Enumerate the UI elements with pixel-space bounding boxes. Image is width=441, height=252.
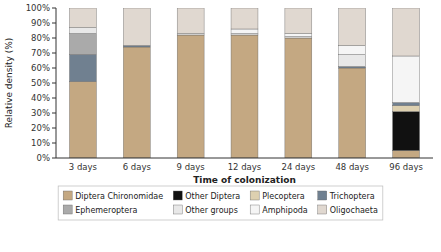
x-tick-label: 96 days xyxy=(389,162,423,172)
y-tick xyxy=(52,83,56,84)
bar-segment xyxy=(231,35,258,36)
y-axis-label: Relative density (%) xyxy=(4,38,14,129)
bar-segment xyxy=(69,82,96,159)
y-tick-label: 30% xyxy=(31,108,50,118)
y-tick-label: 10% xyxy=(31,138,50,148)
y-tick-label: 70% xyxy=(31,48,50,58)
bar-segment xyxy=(123,47,150,48)
bar-segment xyxy=(69,8,96,28)
y-tick xyxy=(52,53,56,54)
bar-segment xyxy=(123,46,150,48)
legend-swatch xyxy=(250,191,259,200)
x-axis-label: Time of colonization xyxy=(193,175,296,185)
bar-segment xyxy=(69,34,96,55)
bar-segment xyxy=(177,35,204,36)
bar-segment xyxy=(177,35,204,36)
bar-segment xyxy=(123,47,150,48)
bar-segment xyxy=(339,8,366,46)
legend-swatch xyxy=(63,205,72,214)
y-tick xyxy=(52,128,56,129)
legend-swatch xyxy=(318,191,327,200)
y-tick-label: 100% xyxy=(26,3,50,13)
y-tick-label: 20% xyxy=(31,123,50,133)
y-tick xyxy=(52,113,56,114)
legend-swatch xyxy=(63,191,72,200)
bar-segment xyxy=(285,38,312,39)
legend-swatch xyxy=(318,205,327,214)
bar-segment xyxy=(339,46,366,55)
bar-segment xyxy=(285,37,312,39)
x-tick-label: 6 days xyxy=(123,162,152,172)
bar-segment xyxy=(123,8,150,46)
bar-segment xyxy=(177,35,204,158)
bar-segment xyxy=(393,106,420,112)
bar-segment xyxy=(231,35,258,36)
x-tick-label: 3 days xyxy=(69,162,98,172)
x-tick-label: 24 days xyxy=(282,162,316,172)
legend-label: Oligochaeta xyxy=(330,206,378,215)
bar-segment xyxy=(393,151,420,159)
y-tick xyxy=(52,8,56,9)
bar-segment xyxy=(231,35,258,36)
legend-label: Other groups xyxy=(185,206,238,215)
legend-frame xyxy=(58,186,383,220)
x-tick-label: 12 days xyxy=(228,162,262,172)
legend-label: Amphipoda xyxy=(262,206,308,215)
x-axis xyxy=(56,158,433,159)
bar-segment xyxy=(285,8,312,34)
y-tick-label: 50% xyxy=(31,78,50,88)
bar-segment xyxy=(339,68,366,69)
legend-label: Other Diptera xyxy=(185,192,240,201)
bar-segment xyxy=(393,103,420,106)
bar-segment xyxy=(339,68,366,69)
bar-segment xyxy=(177,8,204,34)
legend-label: Ephemeroptera xyxy=(75,206,137,215)
y-tick-label: 90% xyxy=(31,18,50,28)
y-tick-label: 80% xyxy=(31,33,50,43)
y-tick-label: 40% xyxy=(31,93,50,103)
bar-segment xyxy=(285,34,312,37)
legend: Diptera Chironomidae Other Diptera Plecopt… xyxy=(58,186,383,220)
bars xyxy=(69,8,419,158)
legend-swatch xyxy=(250,205,259,214)
x-tick-label: 9 days xyxy=(177,162,206,172)
y-tick xyxy=(52,68,56,69)
bar-segment xyxy=(393,112,420,151)
bar-segment xyxy=(231,8,258,29)
bar-segment xyxy=(285,38,312,39)
bar-segment xyxy=(231,35,258,36)
y-tick xyxy=(52,38,56,39)
chart: 0% 10% 20% 30% 40% 50% 60% 70% 80% 90% 100% 3 days 6… xyxy=(0,0,441,252)
bar-segment xyxy=(285,38,312,39)
bar-segment xyxy=(285,38,312,158)
x-tick-label: 48 days xyxy=(335,162,369,172)
bar-segment xyxy=(339,67,366,69)
legend-label: Trichoptera xyxy=(329,192,375,201)
legend-label: Diptera Chironomidae xyxy=(75,192,163,201)
bar-segment xyxy=(339,55,366,67)
bar-segment xyxy=(339,68,366,158)
bar-segment xyxy=(177,35,204,36)
bar-segment xyxy=(231,29,258,34)
bar-segment xyxy=(177,35,204,36)
bar-segment xyxy=(393,8,420,56)
bar-segment xyxy=(231,34,258,36)
bar-segment xyxy=(285,38,312,39)
y-tick xyxy=(52,23,56,24)
y-tick-label: 60% xyxy=(31,63,50,73)
bar-segment xyxy=(393,56,420,103)
bar-segment xyxy=(231,35,258,158)
y-tick-label: 0% xyxy=(37,153,51,163)
bar-segment xyxy=(177,34,204,36)
bar-segment xyxy=(69,55,96,82)
legend-swatch xyxy=(173,205,182,214)
legend-swatch xyxy=(173,191,182,200)
y-tick xyxy=(52,143,56,144)
y-tick xyxy=(52,158,56,159)
bar-segment xyxy=(69,28,96,34)
bar-segment xyxy=(123,47,150,158)
y-tick xyxy=(52,98,56,99)
legend-label: Plecoptera xyxy=(262,192,305,201)
